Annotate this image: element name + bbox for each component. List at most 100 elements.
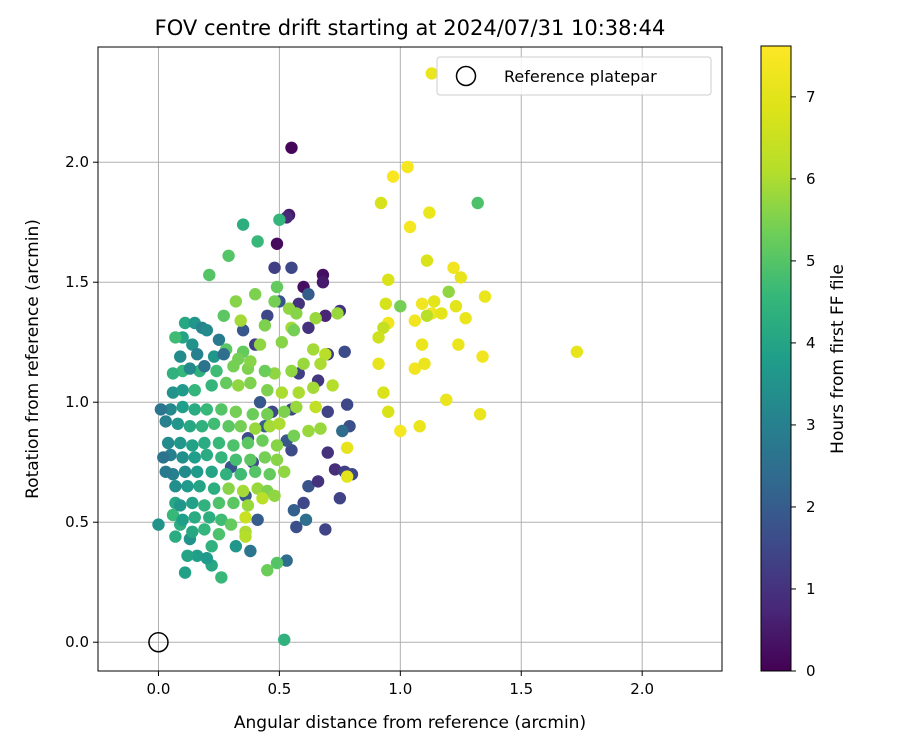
data-point — [203, 511, 216, 524]
colorbar-tick-label: 6 — [806, 170, 816, 188]
data-point — [273, 417, 286, 430]
data-point — [338, 345, 351, 358]
data-point — [181, 549, 194, 562]
x-tick-label: 1.5 — [509, 680, 533, 698]
data-point — [321, 446, 334, 459]
data-point — [278, 633, 291, 646]
data-point — [193, 480, 206, 493]
data-point — [181, 480, 194, 493]
colorbar-gradient — [760, 45, 792, 672]
data-point — [169, 480, 182, 493]
data-point — [471, 196, 484, 210]
data-point — [275, 386, 289, 399]
data-point — [442, 285, 455, 298]
data-point — [268, 489, 281, 502]
data-point — [253, 396, 267, 409]
data-point — [340, 441, 354, 454]
x-axis-label: Angular distance from reference (arcmin) — [234, 713, 586, 733]
data-point — [219, 468, 233, 481]
data-point — [176, 513, 189, 526]
data-point — [227, 439, 240, 452]
data-point — [227, 496, 240, 510]
data-point — [166, 367, 180, 380]
data-point — [311, 475, 325, 488]
data-point — [270, 439, 284, 452]
y-tick-label: 1.5 — [65, 273, 89, 291]
data-point — [258, 364, 272, 378]
data-point — [207, 482, 221, 495]
data-point — [200, 448, 214, 462]
data-point — [232, 352, 245, 366]
y-axis-ticks: 0.0 0.5 1.0 1.5 2.0 — [65, 153, 98, 651]
data-point — [236, 324, 250, 337]
data-point — [183, 362, 197, 375]
data-point — [205, 540, 218, 553]
data-point — [215, 451, 228, 464]
colorbar-tick-label: 7 — [806, 88, 816, 106]
data-point — [270, 237, 284, 250]
data-point — [178, 566, 192, 579]
data-point — [224, 518, 238, 531]
data-point — [377, 386, 390, 399]
data-point — [292, 297, 305, 310]
data-point — [212, 496, 226, 510]
y-tick-label: 0.5 — [65, 513, 89, 531]
data-point — [570, 345, 584, 358]
data-point — [302, 424, 315, 438]
data-point — [285, 444, 298, 457]
data-point — [268, 367, 281, 380]
data-point — [234, 468, 247, 481]
colorbar: 0 1 2 3 4 5 6 7 Hours from first FF file — [760, 45, 848, 680]
data-point — [270, 280, 284, 294]
data-point — [394, 424, 407, 438]
data-point — [452, 338, 465, 351]
data-point — [176, 384, 189, 397]
colorbar-tick-label: 0 — [806, 662, 816, 680]
data-point — [190, 348, 204, 361]
data-point — [403, 220, 417, 234]
data-point — [176, 451, 189, 464]
data-point — [195, 420, 209, 433]
data-point — [186, 525, 199, 538]
data-point — [340, 470, 354, 483]
data-point — [328, 463, 342, 476]
data-point — [314, 422, 327, 435]
data-point — [234, 420, 247, 433]
data-point — [459, 312, 472, 325]
data-point — [270, 556, 284, 570]
data-point — [244, 376, 257, 390]
data-point — [287, 324, 301, 337]
data-point — [198, 523, 211, 536]
data-point — [234, 314, 247, 327]
data-point — [152, 518, 165, 531]
data-point — [244, 355, 257, 368]
y-tick-label: 0.0 — [65, 633, 89, 651]
data-point — [212, 333, 226, 346]
data-point — [299, 513, 313, 526]
data-point — [319, 523, 332, 536]
data-point — [166, 386, 180, 399]
data-point — [188, 384, 201, 397]
data-point — [159, 415, 172, 428]
data-point — [244, 544, 257, 558]
data-point — [186, 439, 199, 452]
data-point — [314, 357, 327, 370]
data-point — [205, 465, 218, 478]
data-point — [178, 465, 192, 478]
data-point — [316, 276, 330, 289]
data-point — [408, 314, 422, 327]
data-point — [372, 331, 385, 344]
data-point — [244, 453, 257, 466]
data-point — [413, 420, 426, 433]
data-point — [186, 496, 199, 510]
data-point — [212, 436, 226, 450]
data-point — [326, 379, 339, 392]
colorbar-tick-label: 5 — [806, 252, 816, 270]
data-point — [217, 309, 230, 322]
data-point — [261, 408, 274, 421]
colorbar-label: Hours from first FF file — [828, 264, 848, 454]
data-point — [229, 405, 243, 418]
data-point — [454, 271, 467, 284]
data-point — [379, 297, 393, 310]
